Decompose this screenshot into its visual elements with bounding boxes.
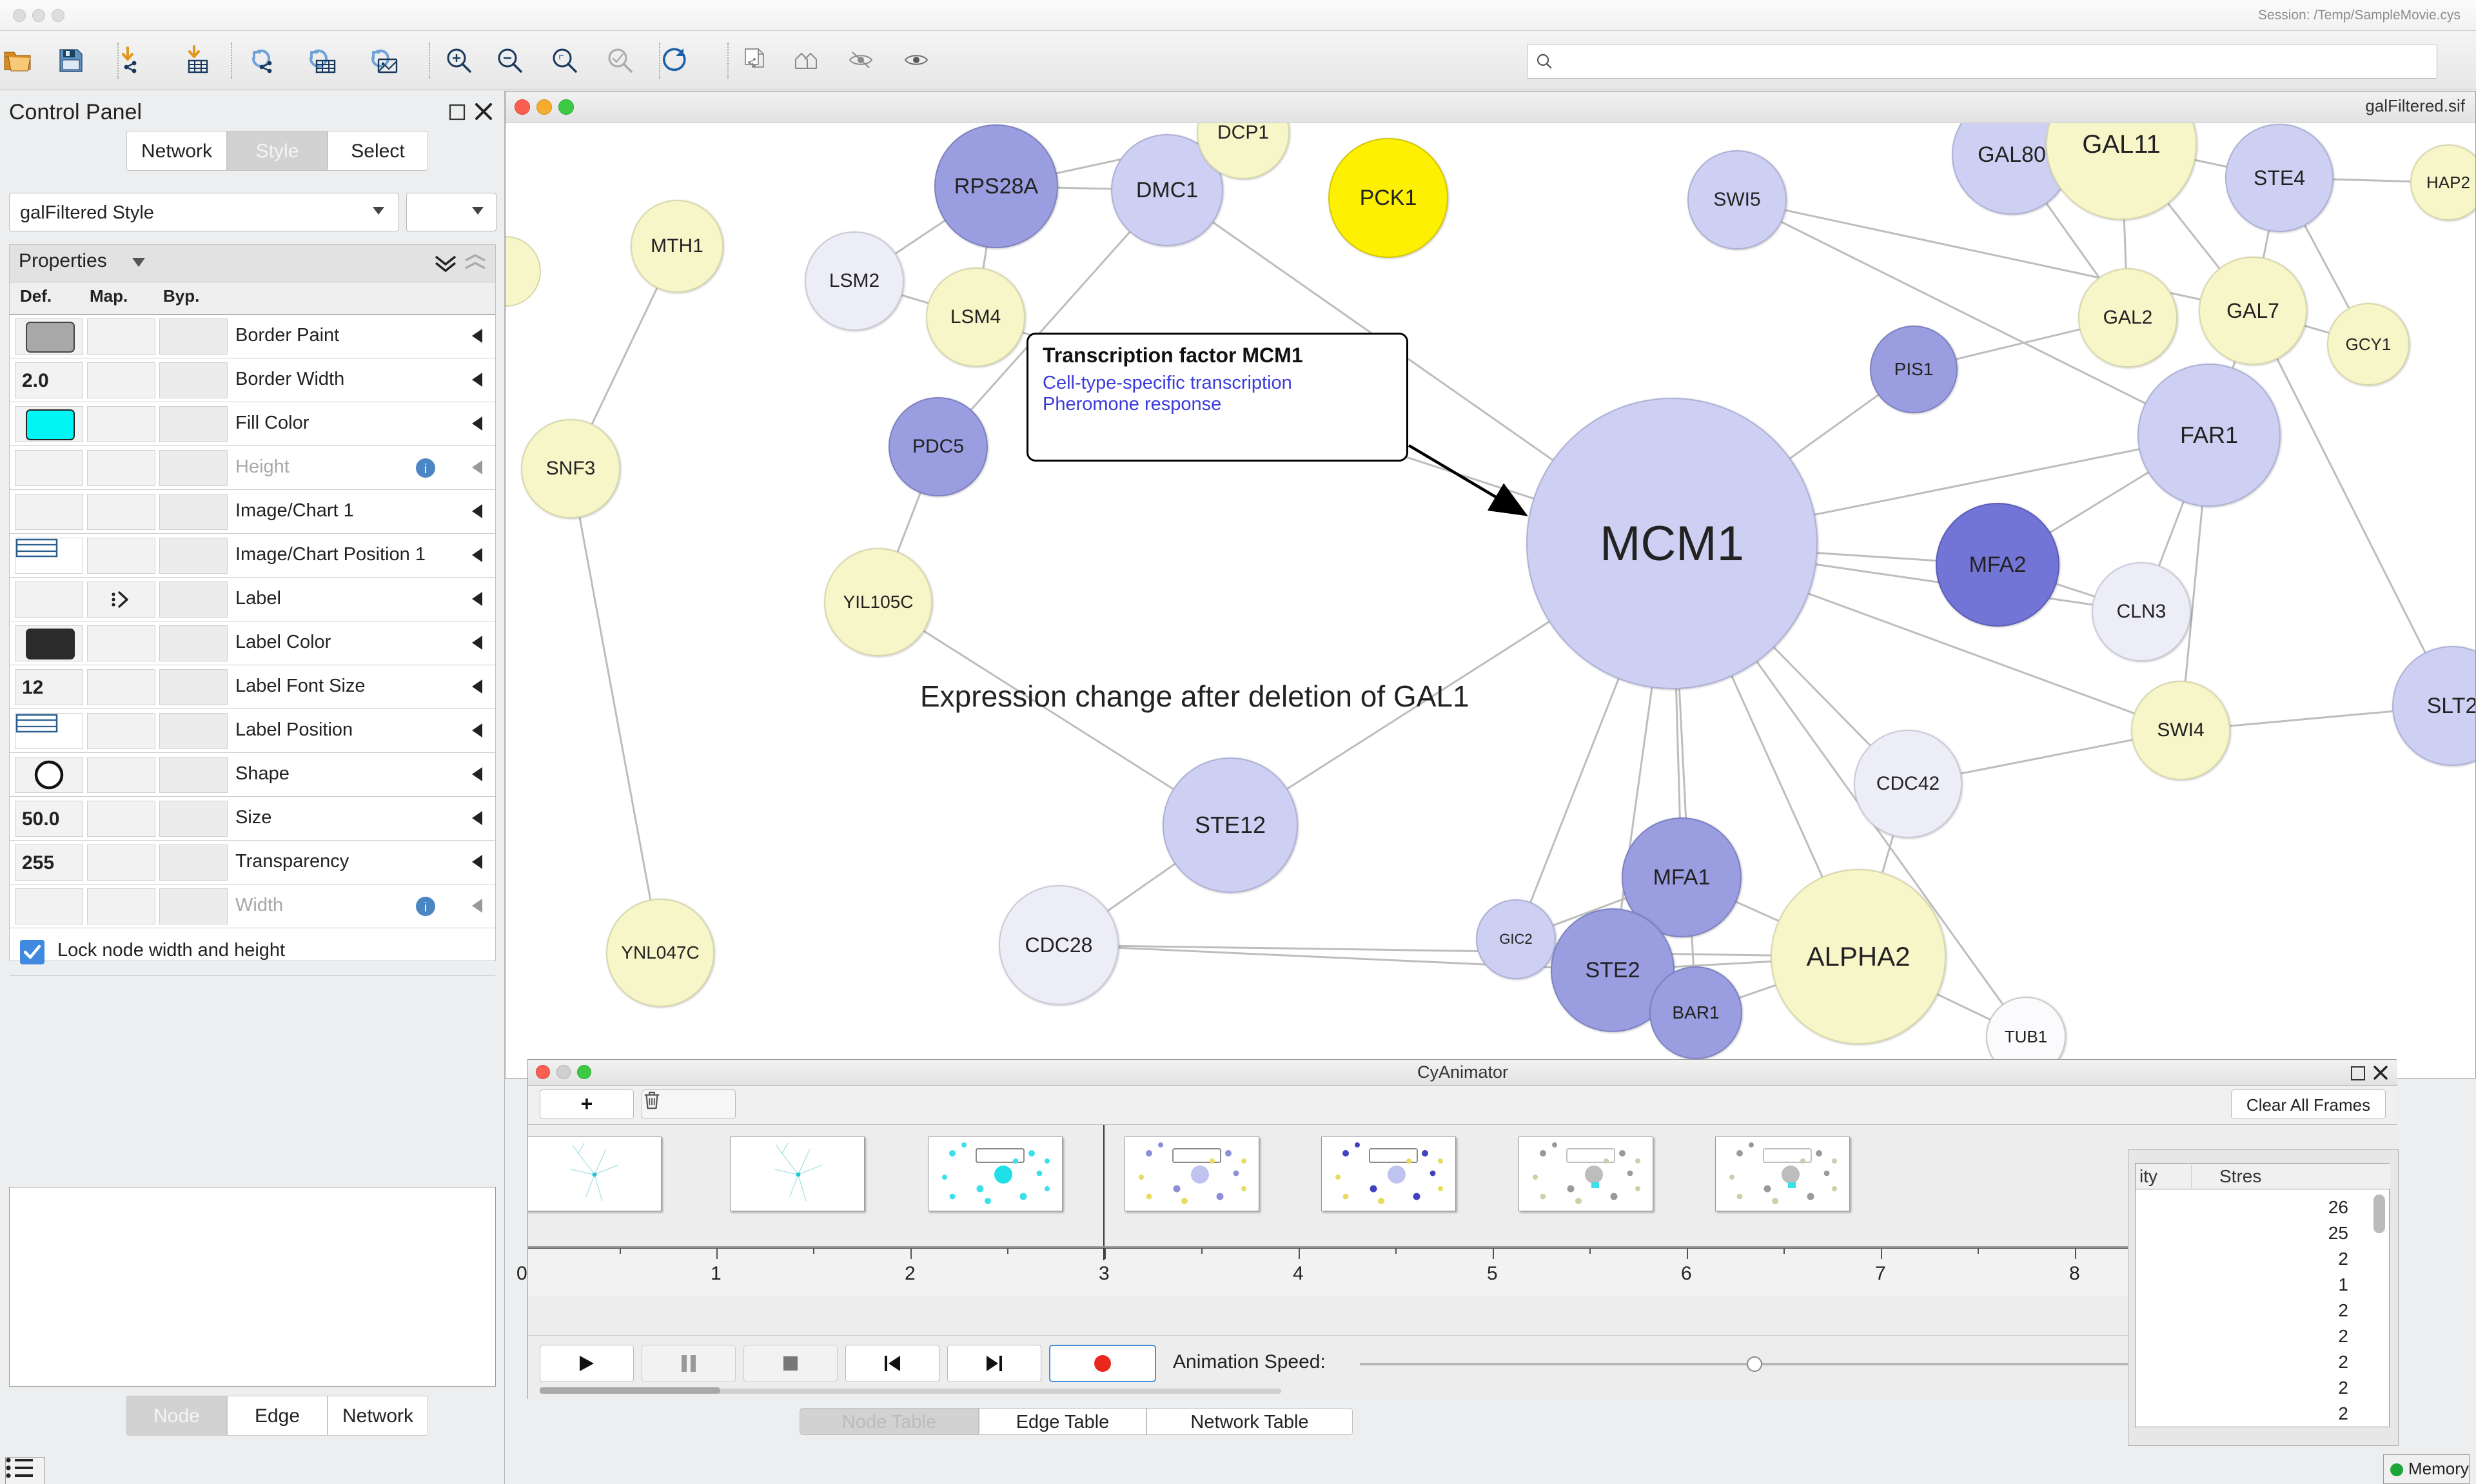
- svg-text:i: i: [424, 462, 427, 476]
- svg-text:i: i: [424, 901, 427, 915]
